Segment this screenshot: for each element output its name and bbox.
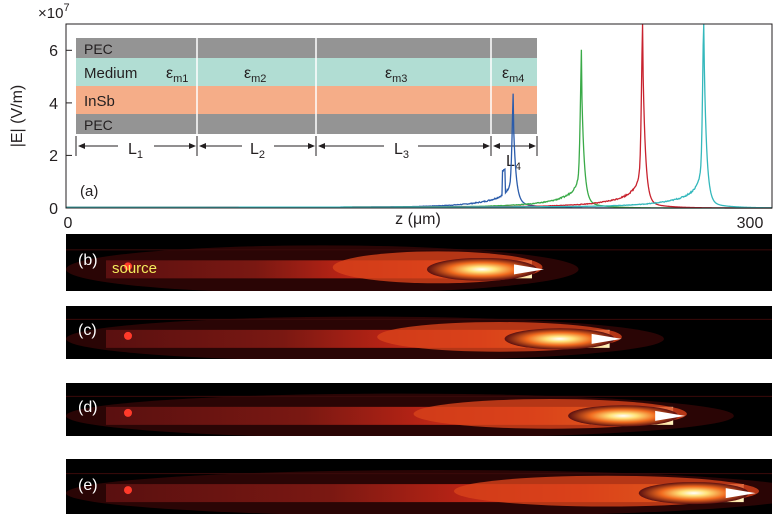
source-dot	[124, 486, 132, 495]
guide-edge	[66, 249, 772, 251]
field-map-panel-d: (d)	[66, 383, 772, 436]
y-tick-label: 2	[49, 148, 58, 165]
y-tick-label: 4	[49, 96, 58, 113]
source-dot	[124, 408, 132, 417]
y-tick-label: 6	[49, 43, 58, 60]
insb-layer	[76, 86, 537, 114]
field-curve-4	[66, 23, 772, 209]
x-axis-label: z (μm)	[395, 211, 441, 228]
layer-label-pec-bottom: PEC	[84, 117, 113, 133]
layer-schematic: PEC Medium InSb PEC εm1 εm2 εm3 εm4	[75, 38, 538, 173]
y-scale-multiplier: ×107	[38, 2, 70, 22]
layer-label-pec-top: PEC	[84, 41, 113, 57]
permittivity-label: εm1	[166, 65, 188, 85]
field-hotspot	[638, 482, 749, 505]
source-dot	[124, 331, 132, 340]
field-map-panel-b: (b) source	[66, 234, 772, 291]
length-label: L4	[506, 153, 521, 173]
field-hotspot	[504, 328, 615, 350]
field-tip	[725, 488, 756, 499]
layer-label-insb: InSb	[84, 93, 115, 110]
source-label: source	[112, 260, 158, 277]
medium-layer	[76, 58, 537, 86]
panel-label: (a)	[80, 183, 98, 200]
field-tip	[655, 410, 686, 421]
guide-edge	[66, 473, 772, 475]
length-label: L3	[394, 141, 409, 161]
x-tick-label: 0	[64, 215, 73, 232]
field-map-panel-e: (e)	[66, 459, 772, 514]
field-hotspot	[426, 257, 537, 281]
field-tip	[513, 264, 544, 275]
field-tip	[591, 333, 622, 344]
length-label: L1	[128, 141, 143, 161]
permittivity-label: εm2	[244, 65, 266, 85]
panel-label: (d)	[78, 399, 98, 416]
panel-a-chart: PEC Medium InSb PEC εm1 εm2 εm3 εm4	[9, 2, 773, 232]
field-map-panel-c: (c)	[66, 306, 772, 359]
permittivity-label: εm4	[502, 65, 524, 85]
y-tick-label: 0	[49, 201, 58, 218]
length-dimension-arrows	[75, 136, 538, 156]
panel-label: (c)	[78, 322, 97, 339]
panel-label: (b)	[78, 252, 98, 269]
panel-label: (e)	[78, 477, 98, 494]
y-axis-label: |E| (V/m)	[9, 85, 26, 148]
pec-layer-bottom	[76, 114, 537, 134]
guide-edge	[66, 318, 772, 320]
field-hotspot	[568, 405, 679, 427]
permittivity-label: εm3	[385, 65, 407, 85]
guide-edge	[66, 395, 772, 397]
source-dot	[124, 262, 132, 271]
x-tick-label: 300	[737, 215, 764, 232]
plot-frame	[65, 23, 773, 209]
y-axis-ticks	[66, 49, 72, 209]
layer-label-medium: Medium	[84, 65, 137, 82]
length-label: L2	[250, 141, 265, 161]
pec-layer-top	[76, 38, 537, 58]
